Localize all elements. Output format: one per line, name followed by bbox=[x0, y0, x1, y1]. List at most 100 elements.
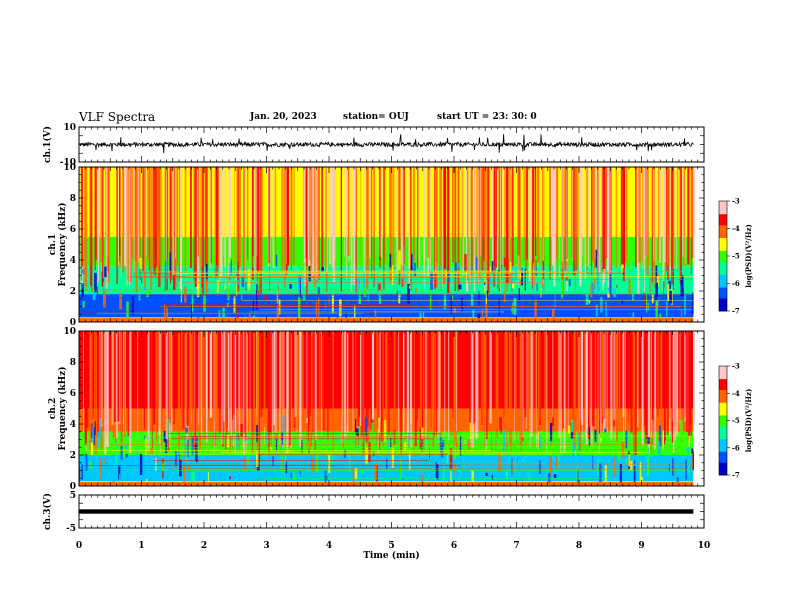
spectrogram-ch1-burst bbox=[318, 167, 319, 278]
colorbar-ch2-swatch bbox=[719, 385, 727, 389]
spectrogram-ch2-burst bbox=[184, 331, 187, 424]
spectrogram-ch2-speckle bbox=[123, 436, 125, 458]
spectrogram-ch1-burst bbox=[116, 167, 118, 284]
spectrogram-ch2-burst bbox=[485, 331, 488, 439]
spectrogram-ch2-ytick-label: 6 bbox=[70, 389, 76, 399]
spectrogram-ch2-speckle bbox=[470, 456, 472, 462]
spectrogram-ch2-speckle bbox=[692, 451, 694, 471]
spectrogram-ch2-burst bbox=[598, 331, 600, 420]
spectrogram-ch1-speckle bbox=[503, 257, 507, 268]
spectrogram-ch1-speckle bbox=[485, 293, 487, 305]
spectrogram-ch1-speckle bbox=[643, 292, 645, 306]
colorbar-ch2-swatch bbox=[719, 409, 727, 412]
spectrogram-ch1-speckle bbox=[398, 294, 401, 304]
spectrogram-ch2-speckle bbox=[240, 423, 243, 436]
spectrogram-ch2-burst bbox=[508, 331, 511, 444]
spectrogram-ch2-speckle bbox=[391, 446, 395, 468]
spectrogram-ch1-burst bbox=[424, 167, 426, 290]
spectrogram-ch2-speckle bbox=[629, 460, 633, 471]
spectrogram-ch2-burst bbox=[269, 331, 271, 434]
spectrogram-ch1-band bbox=[79, 294, 694, 318]
spectrogram-ch2-burst bbox=[657, 331, 659, 442]
spectrogram-ch1-ylabel: ch.1Frequency (kHz) bbox=[48, 202, 68, 286]
spectrogram-ch1-speckle bbox=[166, 259, 168, 279]
spectrogram-ch1-burst bbox=[480, 167, 482, 256]
colorbar-ch2-swatch bbox=[719, 391, 727, 394]
spectrogram-ch2-burst bbox=[260, 331, 263, 417]
spectrogram-ch2-burst bbox=[306, 331, 309, 418]
colorbar-ch2-swatch bbox=[719, 396, 727, 400]
spectrogram-ch1-speckle bbox=[419, 312, 422, 318]
spectrogram-ch1-speckle bbox=[518, 288, 520, 301]
spectrogram-ch1-speckle bbox=[402, 270, 405, 282]
spectrogram-ch2-burst bbox=[532, 331, 535, 434]
spectrogram-ch2-speckle bbox=[509, 430, 512, 447]
spectrogram-ch1-speckle bbox=[96, 286, 99, 306]
spectrogram-ch1-speckle bbox=[104, 266, 107, 278]
spectrogram-ch2-speckle bbox=[367, 426, 369, 447]
spectrogram-ch2-burst bbox=[251, 331, 254, 453]
spectrogram-ch1-speckle bbox=[351, 284, 354, 290]
spectrogram-ch1-burst bbox=[164, 167, 166, 292]
spectrogram-ch1-burst bbox=[259, 167, 262, 294]
spectrogram-ch1-speckle bbox=[647, 276, 650, 291]
colorbar-ch2-tick-label: -4 bbox=[732, 389, 740, 398]
spectrogram-ch2-speckle bbox=[577, 451, 579, 462]
spectrogram-ch2-burst bbox=[89, 331, 91, 437]
spectrogram-ch1-speckle bbox=[568, 278, 571, 287]
spectrogram-ch2-burst bbox=[414, 331, 417, 446]
spectrogram-ch2-burst bbox=[377, 331, 380, 429]
spectrogram-ch2-speckle bbox=[647, 457, 649, 477]
spectrogram-ch1-ytick-label: 10 bbox=[63, 163, 76, 173]
panel-ch1-waveform: 10 -10 ch.1(V) bbox=[42, 123, 705, 168]
spectrogram-ch1-burst bbox=[528, 167, 531, 282]
spectrogram-ch1-burst bbox=[587, 167, 589, 267]
spectrogram-ch1-burst bbox=[679, 167, 682, 284]
spectrogram-ch2-speckle bbox=[301, 440, 303, 454]
spectrogram-ch1-burst bbox=[144, 167, 146, 287]
spectrogram-ch1-burst bbox=[680, 167, 682, 279]
colorbar-ch2-swatch bbox=[719, 393, 727, 396]
spectrogram-ch1-burst bbox=[197, 167, 200, 257]
spectrogram-ch2-burst bbox=[407, 331, 409, 440]
colorbar-ch1-swatch bbox=[719, 285, 727, 288]
spectrogram-ch1-burst bbox=[225, 167, 227, 288]
spectrogram-ch2-speckle bbox=[354, 467, 358, 480]
x-tick-label: 1 bbox=[138, 541, 144, 551]
spectrogram-ch1-burst bbox=[209, 167, 211, 269]
spectrogram-ch2-burst bbox=[357, 331, 359, 445]
spectrogram-ch2-burst bbox=[580, 331, 582, 421]
spectrogram-ch1-burst bbox=[525, 167, 527, 272]
spectrogram-ch2-speckle bbox=[464, 473, 466, 478]
spectrogram-ch1-burst bbox=[287, 167, 289, 263]
spectrogram-ch1-burst bbox=[247, 167, 249, 260]
waveform-ch3-trace bbox=[79, 509, 694, 514]
spectrogram-ch1-burst bbox=[606, 167, 609, 271]
spectrogram-ch2-ytick-label: 4 bbox=[70, 420, 76, 430]
start-time-label: start UT = 23: 30: 0 bbox=[437, 112, 537, 122]
spectrogram-ch2-burst bbox=[427, 331, 429, 442]
colorbar-ch2-swatch bbox=[719, 416, 727, 420]
spectrogram-ch1-speckle bbox=[588, 300, 591, 304]
spectrogram-ch1-burst bbox=[310, 167, 313, 264]
spectrogram-ch1-speckle bbox=[377, 282, 379, 296]
colorbar-ch2-swatch bbox=[719, 398, 727, 401]
spectrogram-ch2-speckle bbox=[187, 439, 189, 457]
spectrogram-ch1-speckle bbox=[365, 262, 367, 273]
spectrogram-ch1-burst bbox=[392, 167, 395, 270]
spectrogram-ch2-speckle bbox=[156, 453, 159, 466]
spectrogram-ch1-burst bbox=[179, 167, 182, 290]
spectrogram-ch2-burst bbox=[144, 331, 145, 429]
spectrogram-ch1-speckle bbox=[229, 262, 232, 280]
colorbar-ch2-swatch bbox=[719, 411, 727, 414]
spectrogram-ch1-burst bbox=[85, 167, 88, 291]
spectrogram-ch2-burst bbox=[352, 331, 354, 432]
spectrogram-ch2-burst bbox=[625, 331, 626, 451]
spectrogram-ch2-burst bbox=[116, 331, 118, 439]
spectrogram-ch2-burst bbox=[664, 331, 666, 442]
waveform-ch3-ylabel-line: ch.3(V) bbox=[42, 493, 53, 530]
spectrogram-ch1-speckle bbox=[659, 313, 662, 322]
spectrogram-ch2-speckle bbox=[163, 430, 166, 443]
spectrogram-ch1-burst bbox=[579, 167, 581, 283]
spectrogram-ch1-burst bbox=[239, 167, 241, 268]
